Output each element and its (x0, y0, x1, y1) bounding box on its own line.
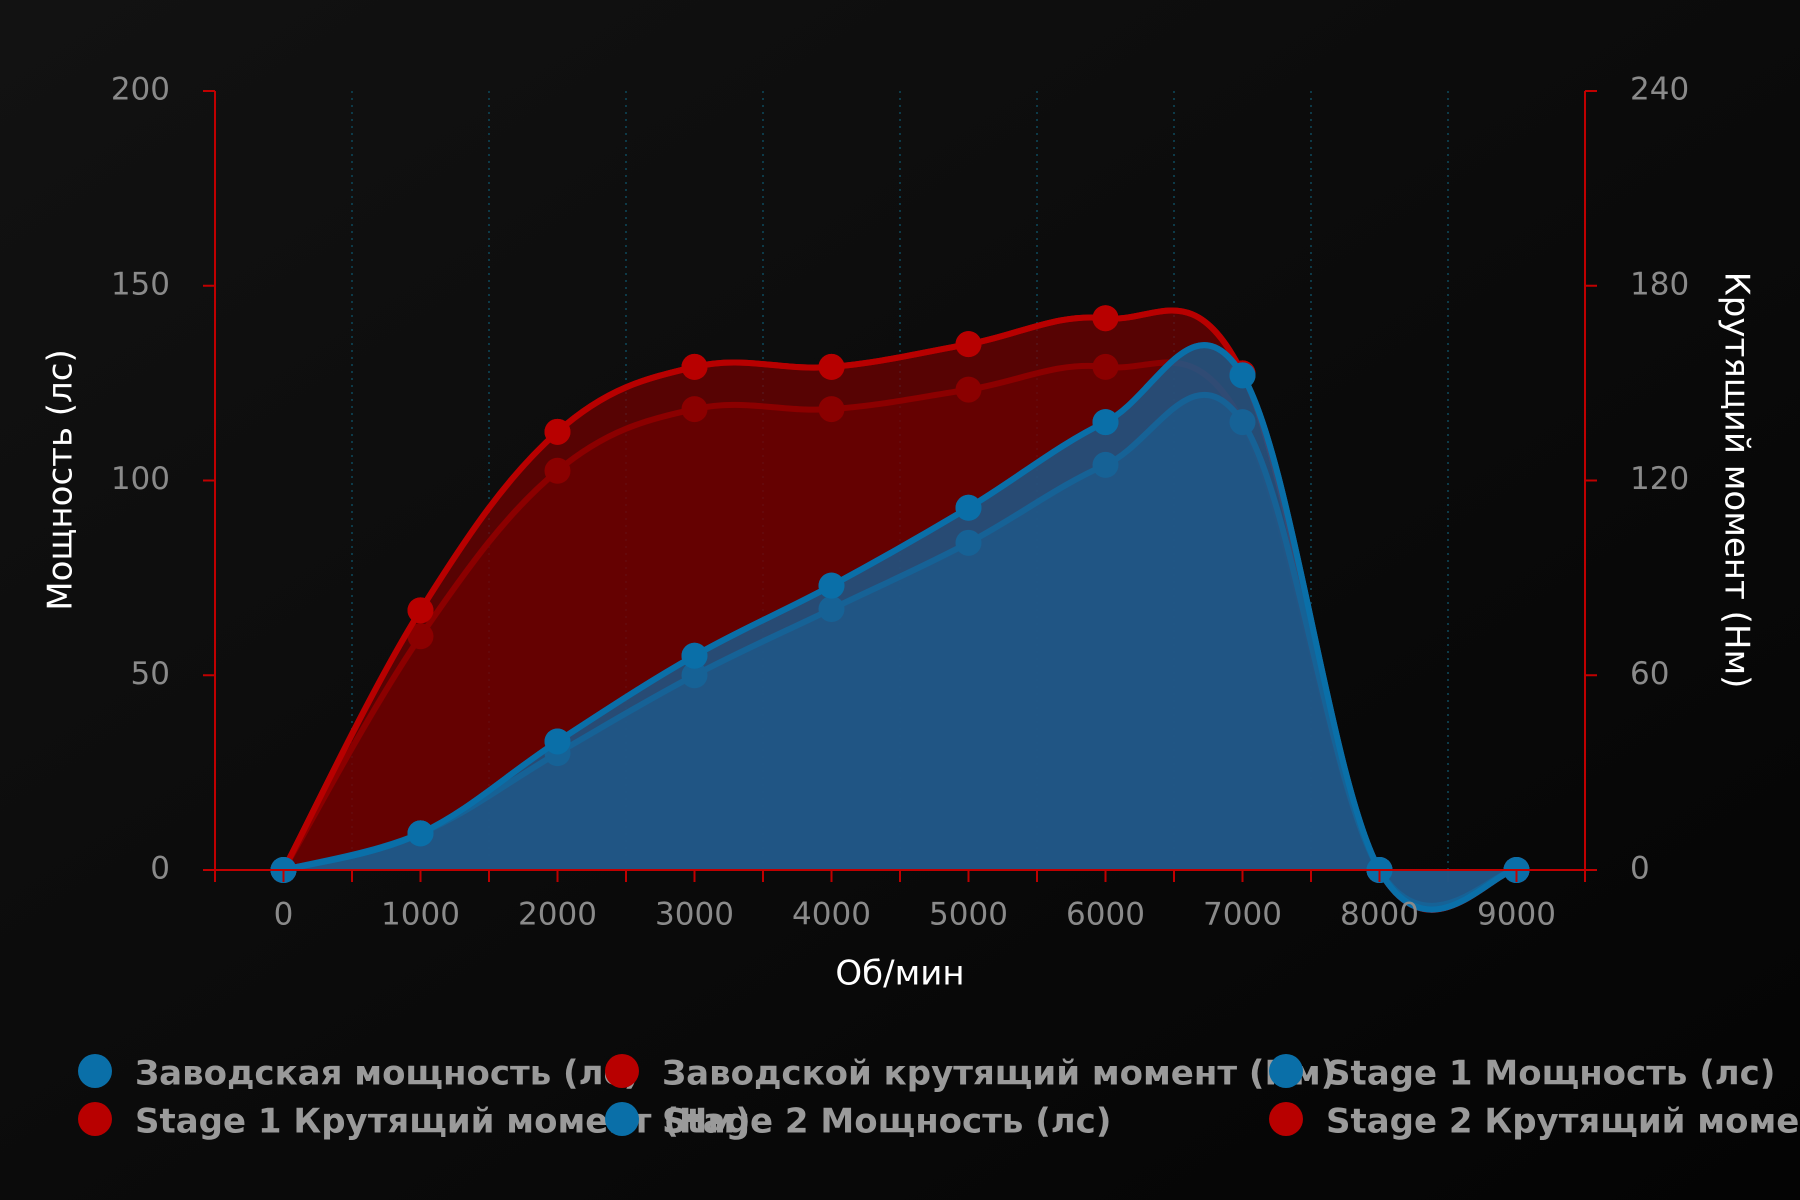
x-tick-label: 3000 (655, 897, 734, 933)
point (1092, 353, 1119, 380)
point (818, 396, 845, 423)
legend-label: Заводская мощность (лс) (135, 1054, 639, 1094)
y2-axis-title: Крутящий момент (Нм) (1717, 272, 1757, 689)
point (544, 728, 571, 755)
legend-marker (605, 1102, 639, 1136)
y-tick-label: 100 (111, 461, 170, 497)
legend-label: Заводской крутящий момент (Нм) (662, 1054, 1336, 1094)
point (544, 418, 571, 445)
y2-tick-label: 180 (1630, 266, 1689, 302)
point (407, 623, 434, 650)
point (681, 642, 708, 669)
x-tick-label: 9000 (1477, 897, 1556, 933)
legend-label: Stage 2 Крутящий момент (1326, 1102, 1800, 1142)
point (1092, 409, 1119, 436)
x-tick-label: 2000 (518, 897, 597, 933)
x-tick-label: 7000 (1203, 897, 1282, 933)
y2-tick-label: 120 (1630, 461, 1689, 497)
legend-marker (1269, 1054, 1303, 1088)
point (407, 597, 434, 624)
x-tick-label: 0 (274, 897, 294, 933)
x-tick-label: 5000 (929, 897, 1008, 933)
x-axis-title: Об/мин (835, 954, 964, 994)
y2-tick-label: 0 (1630, 851, 1650, 887)
x-tick-label: 8000 (1340, 897, 1419, 933)
point (818, 353, 845, 380)
y2-tick-label: 240 (1630, 72, 1689, 108)
point (544, 457, 571, 484)
y-tick-label: 0 (150, 851, 170, 887)
x-tick-label: 6000 (1066, 897, 1145, 933)
point (681, 396, 708, 423)
legend-label: Stage 2 Мощность (лс) (662, 1102, 1111, 1142)
x-tick-label: 1000 (381, 897, 460, 933)
y-tick-label: 150 (111, 266, 170, 302)
y2-tick-label: 60 (1630, 656, 1669, 692)
area (283, 345, 1517, 910)
y-axis-title: Мощность (лс) (41, 349, 81, 611)
y-tick-label: 200 (111, 72, 170, 108)
point (818, 572, 845, 599)
point (681, 353, 708, 380)
point (955, 331, 982, 358)
legend-marker (78, 1054, 112, 1088)
legend-marker (605, 1054, 639, 1088)
point (1229, 362, 1256, 389)
point (955, 494, 982, 521)
x-tick-label: 4000 (792, 897, 871, 933)
legend-marker (78, 1102, 112, 1136)
legend-label: Stage 1 Мощность (лс) (1326, 1054, 1775, 1094)
y-tick-label: 50 (131, 656, 170, 692)
point (1092, 305, 1119, 332)
legend-marker (1269, 1102, 1303, 1136)
point (407, 820, 434, 847)
legend-label: Stage 1 Крутящий момент (Нм) (135, 1102, 751, 1142)
point (955, 376, 982, 403)
